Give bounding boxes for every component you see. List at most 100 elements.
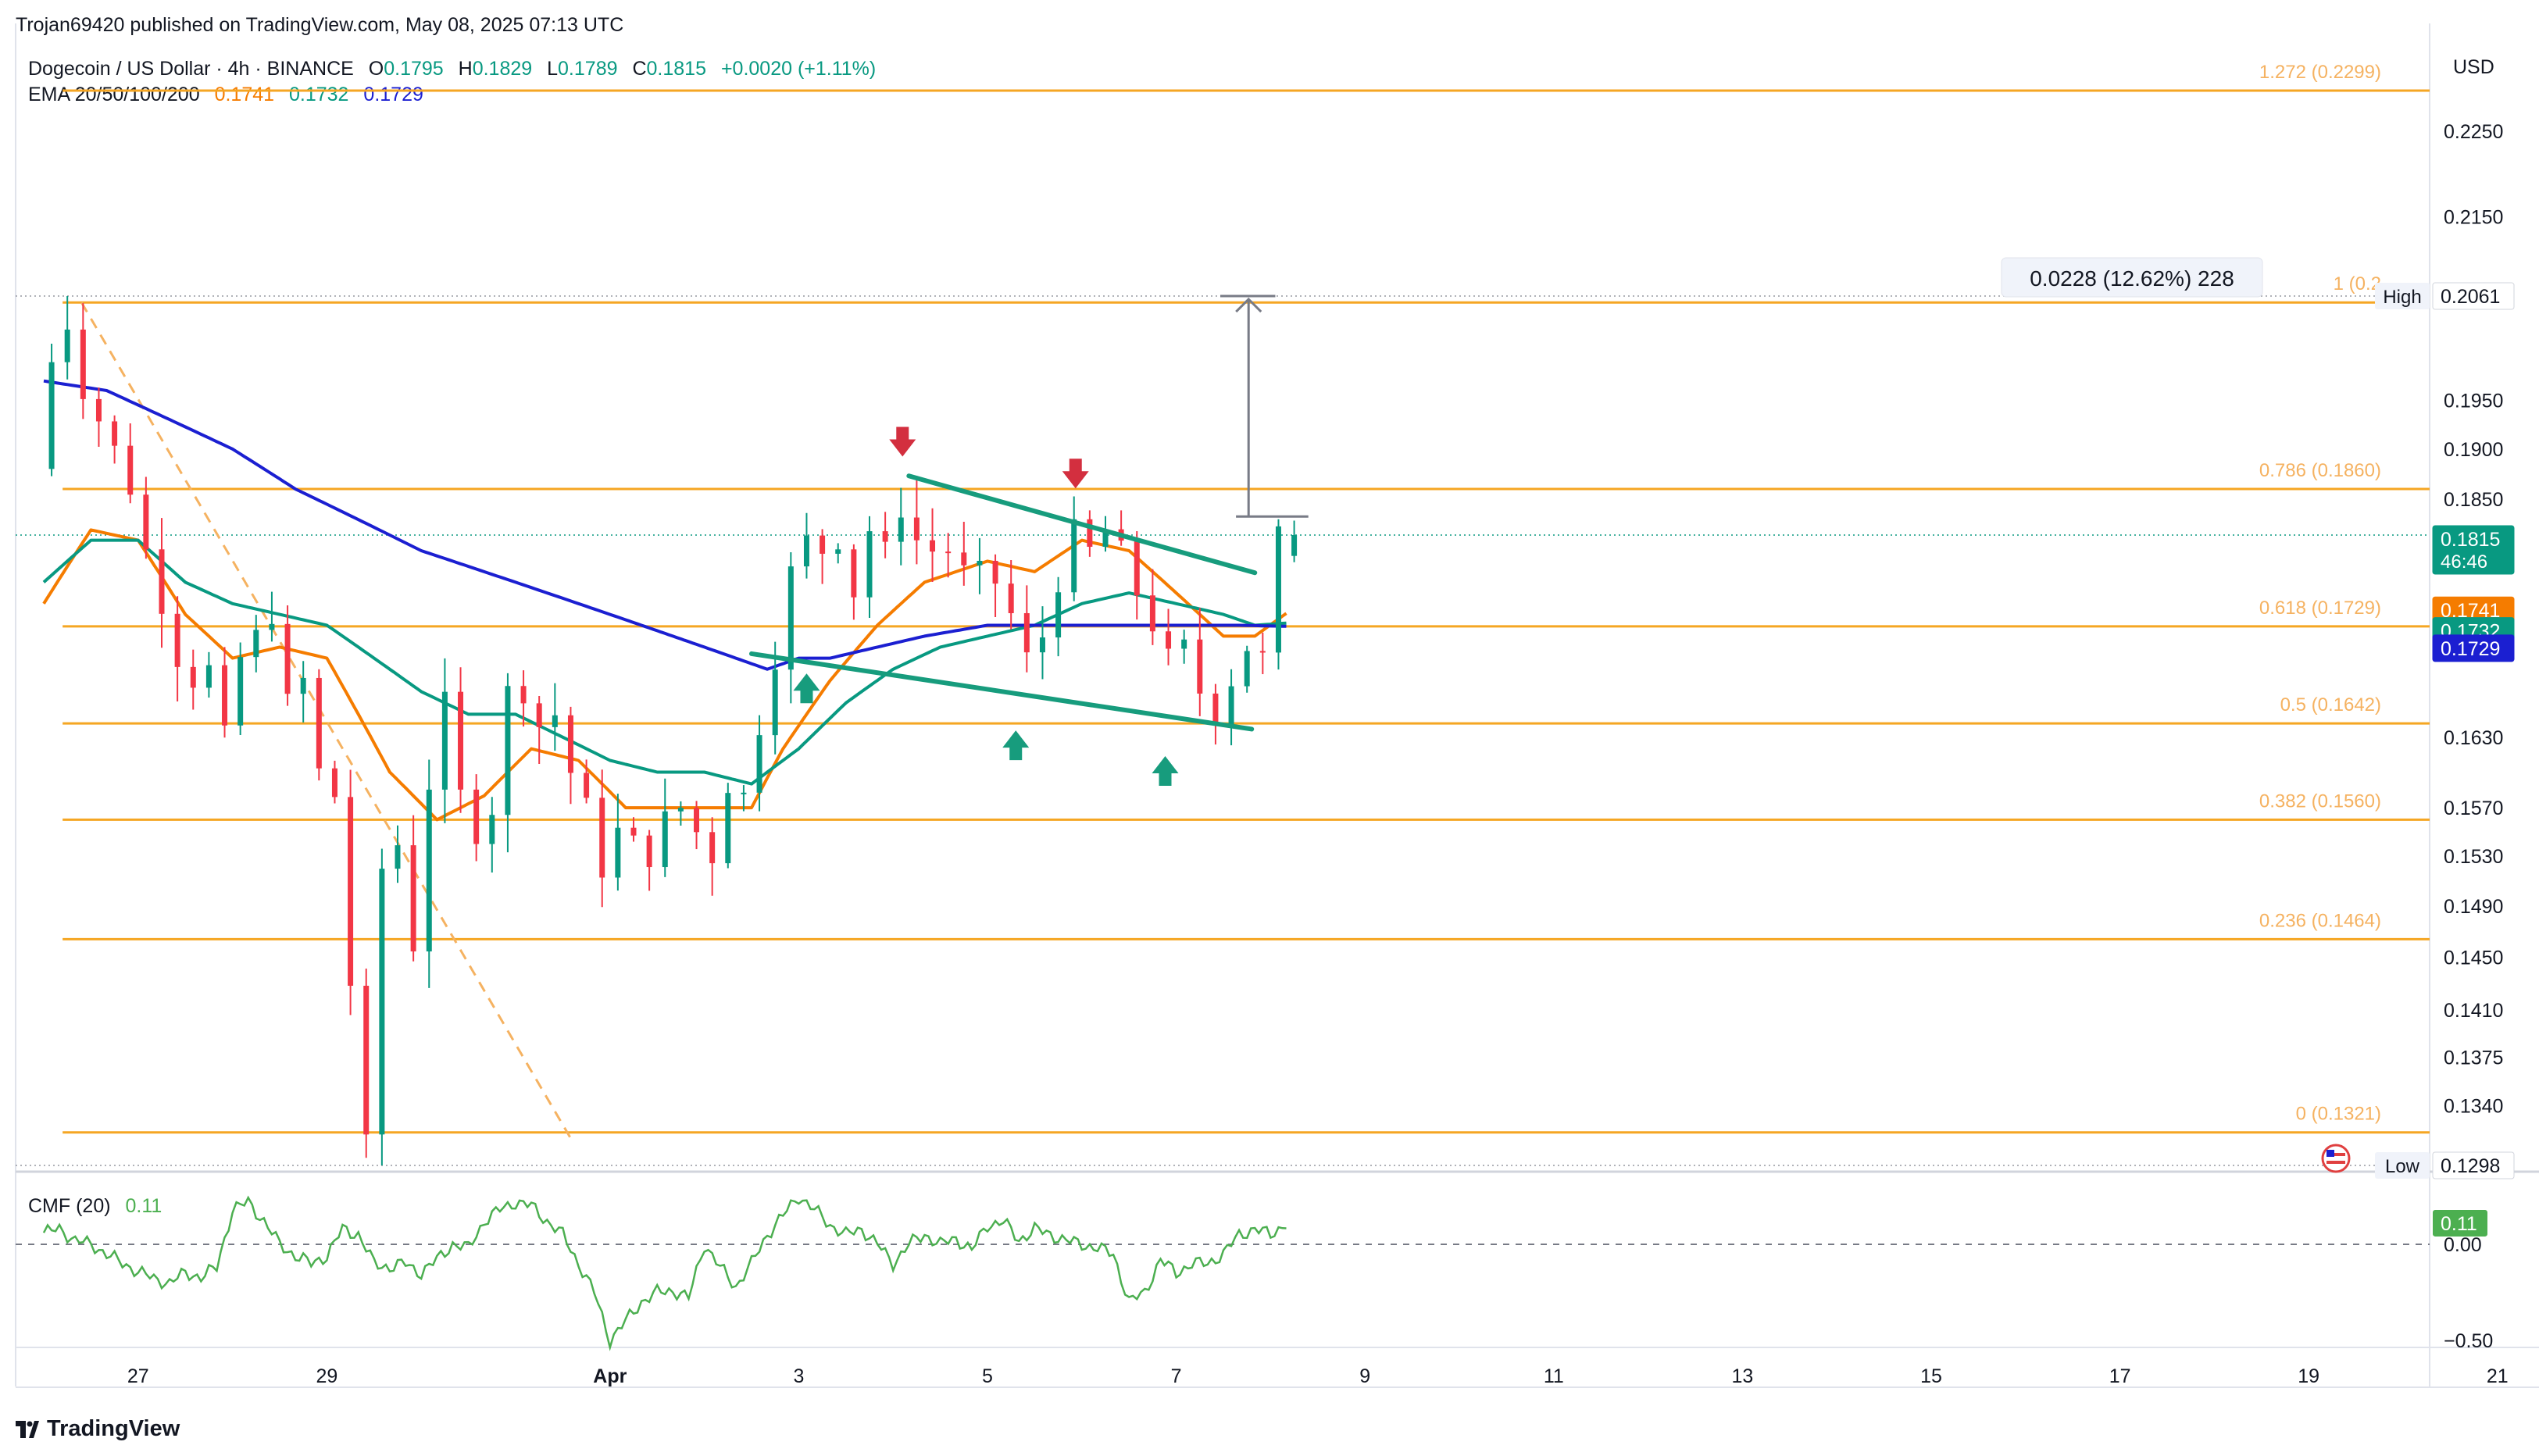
ohlc-open-label: O	[368, 58, 384, 80]
ema-line	[42, 528, 1287, 822]
candle-body	[694, 808, 700, 833]
candle-body	[1291, 535, 1298, 556]
measure-label-box	[2001, 257, 2263, 298]
measure-tool[interactable]: 0.0228 (12.62%) 228	[1220, 257, 2263, 518]
candle-body	[945, 551, 952, 554]
candle-body	[835, 549, 841, 554]
price-badge	[2432, 525, 2515, 575]
price-badge-tag	[2375, 283, 2430, 310]
fib-level-label: 0.618 (0.1729)	[2259, 598, 2381, 619]
candle-body	[112, 421, 118, 446]
ohlc-close: 0.1815	[646, 58, 706, 80]
ema-lines	[42, 379, 1287, 822]
candle-body	[820, 535, 826, 554]
price-badge-value: 0.1298	[2441, 1155, 2500, 1177]
candle-body	[584, 773, 590, 798]
candle-body	[725, 793, 731, 864]
candle-body	[64, 329, 70, 362]
currency-button[interactable]: USD	[2453, 56, 2494, 78]
candle-body	[1275, 526, 1281, 653]
candle-body	[95, 398, 102, 422]
ema-line	[42, 538, 1287, 786]
cmf-legend-value: 0.11	[125, 1195, 162, 1217]
ohlc-close-label: C	[632, 58, 647, 80]
candle-body	[1134, 541, 1140, 596]
candle-body	[363, 985, 370, 1135]
brand-name: TradingView	[47, 1416, 180, 1441]
candle-body	[441, 691, 448, 790]
candle-body	[253, 630, 259, 658]
candle-body	[127, 445, 134, 495]
candle-body	[567, 715, 573, 773]
price-tick: 0.1410	[2444, 1000, 2503, 1022]
trend-channel[interactable]	[749, 473, 1258, 732]
price-badge-countdown: 46:46	[2441, 551, 2487, 573]
price-tick: 0.1340	[2444, 1095, 2503, 1117]
time-axis[interactable]: 2729Apr357911131517192123252729May357911…	[127, 1365, 2539, 1387]
candle-body	[1228, 686, 1234, 725]
candle-body	[395, 845, 401, 869]
ema200-value: 0.1729	[363, 84, 423, 105]
candle-body	[961, 552, 967, 566]
time-tick: 5	[982, 1365, 993, 1387]
candle-body	[630, 827, 637, 836]
ema-line	[43, 379, 1287, 671]
candle-body	[300, 677, 306, 694]
candle-body	[866, 531, 873, 598]
candle-body	[772, 669, 778, 736]
candle-body	[1102, 529, 1109, 548]
tradingview-brand[interactable]: TradingView	[16, 1416, 180, 1442]
ohlc-open: 0.1795	[384, 58, 444, 80]
candle-body	[190, 666, 196, 688]
price-tick: 0.1850	[2444, 489, 2503, 511]
candle-body	[930, 540, 936, 552]
price-badge	[2432, 282, 2515, 310]
price-tick: 0.2250	[2444, 121, 2503, 143]
candle-body	[348, 797, 354, 986]
price-badge-label: High	[2383, 287, 2421, 308]
fib-level-label: 1 (0.2	[2334, 273, 2381, 294]
candle-body	[473, 789, 480, 844]
symbol-name[interactable]: Dogecoin / US Dollar · 4h · BINANCE	[28, 58, 354, 80]
candle-body	[787, 566, 794, 670]
price-badge-tag	[2375, 1152, 2430, 1179]
cmf-badge	[2433, 1209, 2487, 1237]
fib-diagonal	[80, 302, 573, 1142]
fib-level-label: 0.236 (0.1464)	[2259, 910, 2381, 931]
ema-legend[interactable]: EMA 20/50/100/200 0.1741 0.1732 0.1729	[28, 84, 423, 106]
candle-body	[316, 677, 322, 769]
fib-level-label: 0.382 (0.1560)	[2259, 790, 2381, 812]
trendline-upper	[906, 473, 1258, 576]
tradingview-logo-icon	[16, 1420, 39, 1438]
flag-icon	[2321, 1144, 2351, 1173]
candle-body	[1259, 651, 1266, 653]
candle-body	[205, 665, 212, 688]
cmf-legend[interactable]: CMF (20) 0.11	[28, 1195, 162, 1218]
time-tick: 15	[1920, 1365, 1942, 1387]
candle-body	[756, 735, 762, 793]
ema-legend-label[interactable]: EMA 20/50/100/200	[28, 84, 200, 105]
candle-body	[505, 686, 511, 815]
flag-stripe	[2327, 1153, 2345, 1156]
cmf-pane: 0.00 −0.50 0.11	[16, 1195, 2493, 1352]
candle-body	[143, 494, 149, 550]
price-axis[interactable]: 0.2250 0.2150 0.1950 0.1900 0.1850 0.1630 0.15…	[2321, 121, 2515, 1179]
fib-level-label: 1.272 (0.2299)	[2259, 62, 2381, 83]
candle-body	[1166, 631, 1172, 649]
ohlc-low-label: L	[547, 58, 559, 80]
candle-body	[458, 691, 464, 790]
candle-body	[913, 517, 920, 541]
candle-body	[1055, 592, 1062, 638]
time-tick: 19	[2298, 1365, 2319, 1387]
candle-body	[1008, 583, 1014, 613]
candle-body	[741, 792, 747, 794]
cmf-legend-label[interactable]: CMF (20)	[28, 1195, 111, 1217]
ohlc-change: +0.0020 (+1.11%)	[720, 58, 877, 80]
fibonacci-retracement[interactable]: 1.272 (0.2299) 1 (0.2 0.786 (0.1860) 0.618 …	[62, 62, 2430, 1134]
ohlc-high: 0.1829	[472, 58, 533, 80]
buy-arrow-icon	[1002, 730, 1030, 761]
time-tick: 27	[127, 1365, 149, 1387]
symbol-legend[interactable]: Dogecoin / US Dollar · 4h · BINANCE O0.1…	[28, 58, 876, 80]
trendline-lower	[749, 651, 1255, 732]
